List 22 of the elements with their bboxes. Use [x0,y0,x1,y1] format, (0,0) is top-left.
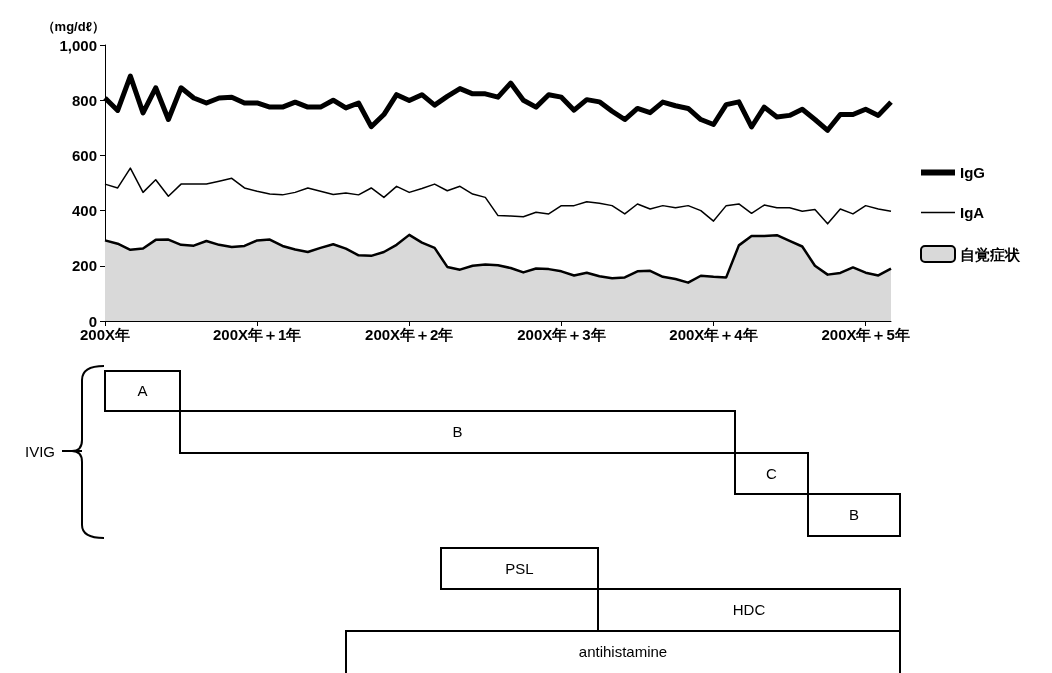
text: C [766,464,778,482]
x-tick-label: 200X年＋2年 [365,326,454,343]
text: IVIG [25,443,56,460]
text: antihistamine [578,643,668,660]
y-tick-label: 200 [71,257,97,275]
text: B [452,423,463,440]
y-tick-label: 800 [71,91,97,109]
x-tick-label: 200X年＋1年 [212,326,302,343]
y-tick-label: 400 [71,202,97,220]
y-tick-label: 600 [71,146,97,164]
text: B [848,506,860,523]
y-axis-title: （mg/dℓ） [41,19,105,34]
text: HDC [732,601,766,618]
text: PSL [505,559,534,577]
legend-label: 自覚症状 [960,245,1021,263]
legend-label: IgA [960,204,985,221]
text: A [137,382,148,399]
x-tick-label: 200X年＋5年 [821,326,910,343]
legend-label: IgG [960,164,985,181]
y-tick-label: 1,000 [59,36,97,54]
x-tick-label: 200X年＋4年 [669,326,758,343]
x-tick-label: 200X年＋3年 [517,326,606,343]
